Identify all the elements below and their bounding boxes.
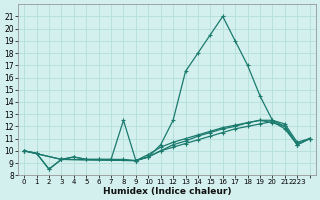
X-axis label: Humidex (Indice chaleur): Humidex (Indice chaleur) [103, 187, 231, 196]
